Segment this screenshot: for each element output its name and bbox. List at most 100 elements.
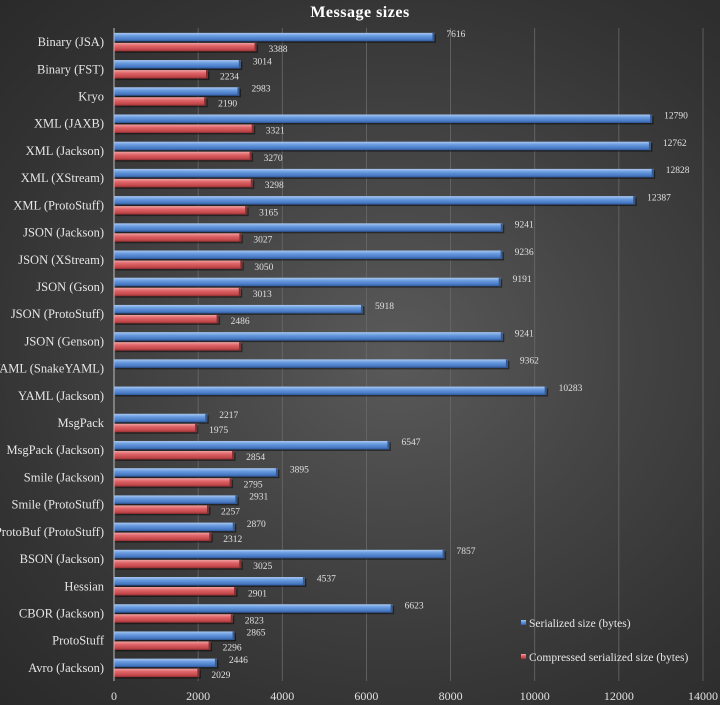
- compressed-data-label: 2296: [223, 644, 242, 654]
- serialized-bar-end: [544, 386, 547, 396]
- compressed-bar-end: [239, 342, 242, 351]
- compressed-data-label: 3388: [269, 45, 288, 55]
- compressed-size-bar: [114, 42, 257, 52]
- compressed-size-bar: [114, 97, 207, 106]
- compressed-bar-end: [209, 532, 212, 542]
- serialized-data-label: 7857: [457, 547, 476, 557]
- compressed-size-bar: [114, 124, 254, 133]
- serialized-size-bar: [114, 304, 363, 314]
- compressed-bar-end: [254, 42, 257, 52]
- compressed-bar-end: [232, 450, 235, 460]
- serialized-data-label: 9362: [520, 357, 539, 367]
- serialized-bar-end: [442, 549, 445, 559]
- serialized-data-label: 2870: [247, 520, 266, 530]
- serialized-data-label: 2446: [229, 656, 248, 666]
- x-tick-label: 14000: [688, 689, 718, 703]
- legend-swatch-serialized: [521, 620, 526, 625]
- compressed-size-bar: [114, 287, 241, 297]
- serialized-size-bar: [114, 32, 435, 42]
- compressed-bar-end: [249, 151, 252, 161]
- compressed-data-label: 3270: [264, 154, 283, 164]
- compressed-size-bar: [114, 478, 232, 487]
- serialized-size-bar: [114, 386, 547, 396]
- serialized-size-bar: [114, 87, 240, 96]
- serialized-bar-end: [360, 304, 363, 314]
- serialized-size-bar: [114, 277, 501, 287]
- compressed-data-label: 2901: [248, 589, 267, 599]
- compressed-size-bar: [114, 614, 233, 623]
- category-label: CBOR (Jackson): [19, 606, 104, 620]
- serialized-data-label: 3014: [253, 57, 272, 67]
- serialized-data-label: 2865: [247, 629, 266, 639]
- legend-swatch-compressed: [521, 654, 526, 659]
- serialized-data-label: 12828: [666, 166, 690, 176]
- serialized-size-bar: [114, 141, 651, 151]
- compressed-data-label: 2486: [231, 317, 250, 327]
- serialized-bar-end: [498, 277, 501, 287]
- compressed-data-label: 3321: [266, 127, 285, 137]
- category-label: MsgPack: [57, 416, 104, 430]
- serialized-bar-end: [432, 32, 435, 42]
- serialized-data-label: 9241: [515, 221, 534, 231]
- compressed-data-label: 2312: [223, 535, 242, 545]
- legend-label-serialized: Serialized size (bytes): [529, 618, 631, 630]
- serialized-data-label: 12762: [663, 139, 687, 149]
- serialized-size-bar: [114, 196, 636, 205]
- x-tick-label: 6000: [354, 689, 378, 703]
- serialized-size-bar: [114, 413, 208, 423]
- category-label: JSON (ProtoStuff): [11, 307, 104, 321]
- serialized-bar-end: [651, 168, 654, 178]
- category-label: Kryo: [78, 90, 104, 104]
- compressed-size-bar: [114, 206, 248, 215]
- compressed-bar-end: [239, 559, 242, 569]
- category-label: Hessian: [64, 579, 104, 593]
- serialized-data-label: 4537: [317, 574, 336, 584]
- compressed-bar-end: [230, 614, 233, 623]
- x-tick-label: 0: [111, 689, 117, 703]
- legend: Serialized size (bytes) Compressed seria…: [521, 618, 689, 664]
- compressed-data-label: 3027: [253, 236, 272, 246]
- compressed-bar-end: [195, 423, 198, 433]
- compressed-data-label: 2029: [211, 671, 230, 681]
- category-label: JSON (Jackson): [23, 226, 104, 240]
- x-tick-labels: 0 2000 4000 6000 8000 10000 12000 14000: [111, 689, 718, 703]
- compressed-data-label: 2190: [218, 100, 237, 110]
- serialized-bar-end: [275, 468, 278, 477]
- serialized-data-label: 9241: [515, 329, 534, 339]
- compressed-data-label: 2795: [244, 480, 263, 490]
- compressed-bar-end: [240, 260, 243, 270]
- compressed-size-bar: [114, 423, 198, 433]
- serialized-data-label: 2931: [249, 493, 268, 503]
- category-label: MsgPack (Jackson): [6, 443, 104, 457]
- category-label: Binary (JSA): [38, 35, 104, 49]
- compressed-size-bar: [114, 532, 212, 542]
- serialized-data-label: 10283: [559, 384, 583, 394]
- serialized-size-bar: [114, 631, 235, 640]
- serialized-data-label: 9236: [515, 248, 534, 258]
- category-label: YAML (Jackson): [18, 389, 104, 403]
- compressed-data-label: 2854: [246, 453, 265, 463]
- compressed-bar-end: [205, 70, 208, 79]
- x-tick-label: 4000: [270, 689, 294, 703]
- compressed-bar-end: [239, 233, 242, 242]
- category-label: YAML (SnakeYAML): [0, 362, 104, 376]
- serialized-bar-end: [232, 522, 235, 532]
- serialized-data-label: 5918: [375, 302, 394, 312]
- serialized-bar-end: [237, 87, 240, 96]
- serialized-size-bar: [114, 549, 445, 559]
- category-label: Avro (Jackson): [28, 661, 104, 675]
- serialized-size-bar: [114, 114, 653, 123]
- compressed-bar-end: [197, 668, 200, 678]
- category-label: BSON (Jackson): [20, 552, 104, 566]
- serialized-data-label: 12790: [664, 112, 688, 122]
- compressed-size-bar: [114, 505, 209, 514]
- serialized-size-bar: [114, 168, 654, 178]
- category-label: Binary (FST): [37, 62, 104, 76]
- serialized-data-label: 6547: [401, 438, 420, 448]
- compressed-size-bar: [114, 260, 243, 270]
- compressed-size-bar: [114, 178, 253, 188]
- compressed-size-bar: [114, 587, 237, 596]
- compressed-bar-end: [204, 97, 207, 106]
- x-tick-label: 2000: [186, 689, 210, 703]
- category-label: JSON (Genson): [24, 334, 104, 348]
